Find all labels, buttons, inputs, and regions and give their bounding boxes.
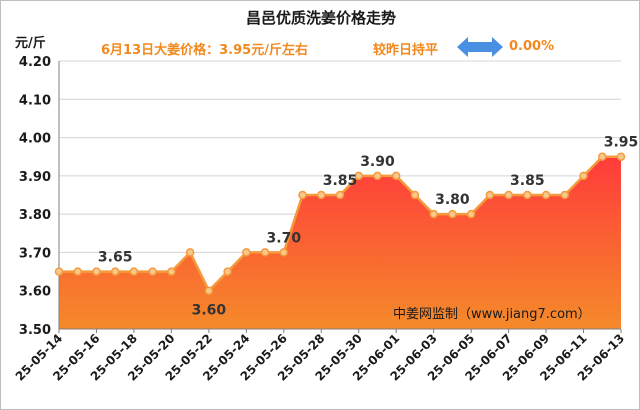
data-point [92,267,101,276]
data-point [504,190,513,200]
double-arrow-shape [457,37,503,57]
data-point [148,267,157,276]
data-label: 3.80 [435,192,470,208]
price-headline: 6月13日大姜价格：3.95元/斤左右 [101,43,308,58]
data-label: 3.85 [510,173,545,189]
double-arrow-icon [457,37,503,57]
data-point [185,248,195,257]
source-credit: 中姜网监制（www.jiang7.com） [393,307,591,322]
data-point [298,190,307,200]
y-tick-label: 4.10 [19,93,51,108]
data-point [616,152,626,161]
data-point [204,286,214,295]
data-point [73,267,82,276]
data-point [167,267,176,276]
data-point [391,171,401,181]
data-point [317,190,326,200]
data-point [129,267,139,276]
data-point [260,248,270,257]
y-tick-label: 3.90 [19,170,51,185]
y-tick-label: 3.60 [19,285,51,300]
data-point [448,209,457,219]
data-label: 3.85 [323,173,358,189]
data-point [242,248,251,257]
y-tick-label: 4.00 [19,132,51,147]
data-point [541,190,551,200]
data-point [335,190,345,200]
chart-title: 昌邑优质洗姜价格走势 [245,9,396,27]
y-axis-unit: 元/斤 [15,36,46,51]
price-area [59,156,621,329]
data-point [354,171,363,181]
data-point [429,209,438,219]
data-point [466,209,476,219]
data-point [373,171,382,181]
y-tick-label: 3.50 [19,323,51,338]
data-point [579,171,588,181]
data-point [223,267,232,276]
change-percent: 0.00% [509,39,555,54]
data-point [598,152,607,161]
data-label: 3.70 [267,230,302,246]
trend-text: 较昨日持平 [373,43,439,58]
data-label: 3.65 [98,250,133,266]
data-point [54,267,64,276]
y-tick-label: 3.80 [19,208,51,223]
data-point [279,248,289,257]
data-point [523,190,532,200]
data-point [485,190,495,200]
data-label: 3.90 [360,154,395,170]
data-point [410,190,420,200]
y-tick-label: 4.20 [19,55,51,70]
data-label: 3.95 [604,135,639,151]
data-point [110,267,120,276]
data-label: 3.60 [192,303,227,319]
y-tick-label: 3.70 [19,246,51,261]
data-point [560,190,570,200]
